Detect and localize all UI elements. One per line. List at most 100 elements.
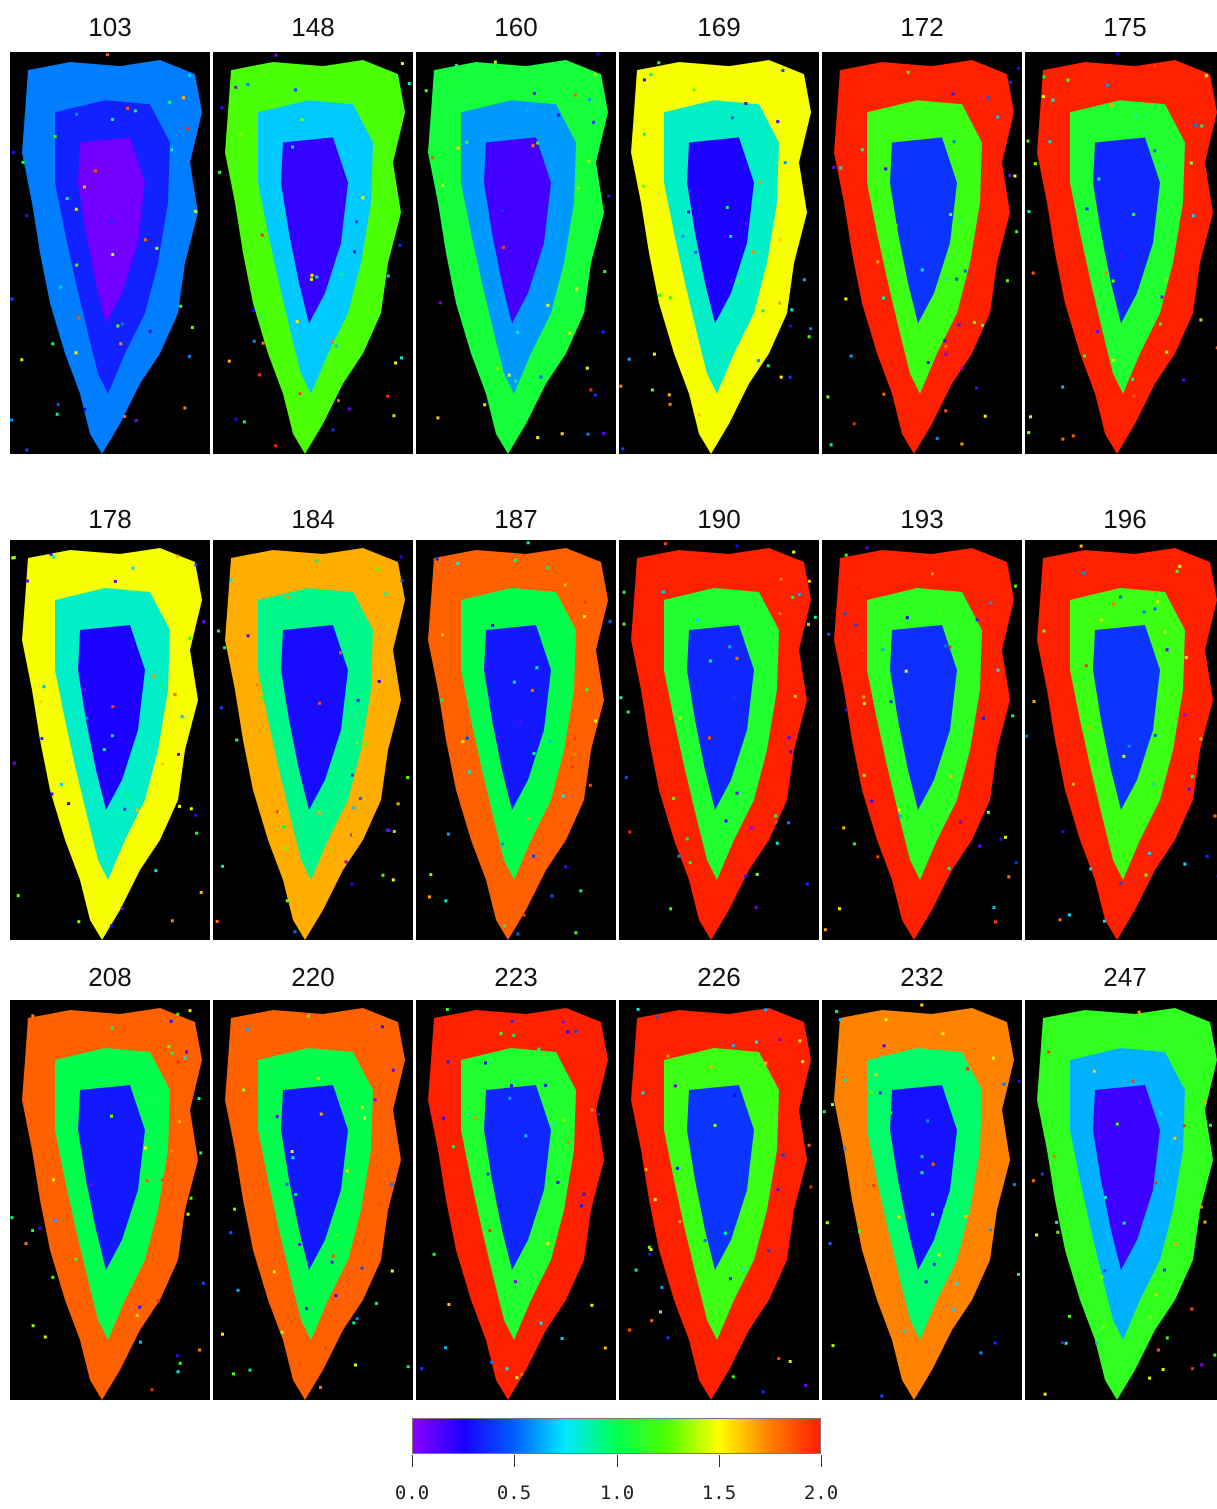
interior-zone [1093, 1085, 1160, 1270]
speckle-pixel [978, 844, 982, 848]
speckle-pixel [1160, 295, 1164, 299]
speckle-pixel [277, 810, 281, 814]
speckle-pixel [524, 1134, 528, 1138]
speckle-pixel [1178, 564, 1182, 568]
speckle-pixel [360, 1266, 364, 1270]
speckle-pixel [596, 52, 600, 56]
speckle-pixel [355, 1317, 359, 1321]
speckle-pixel [284, 846, 288, 850]
speckle-pixel [944, 352, 948, 356]
speckle-pixel [233, 1207, 237, 1211]
speckle-pixel [735, 656, 739, 660]
speckle-pixel [539, 375, 543, 379]
speckle-pixel [1061, 385, 1065, 389]
speckle-pixel [647, 1245, 651, 1249]
speckle-pixel [842, 826, 846, 830]
speckle-pixel [110, 734, 114, 738]
panel-label: 148 [291, 12, 335, 42]
speckle-pixel [657, 61, 661, 65]
speckle-pixel [628, 830, 632, 834]
speckle-pixel [938, 609, 942, 613]
speckle-pixel [1084, 664, 1088, 668]
speckle-pixel [138, 1305, 142, 1309]
speckle-pixel [427, 895, 431, 899]
speckle-pixel [884, 1018, 888, 1022]
speckle-pixel [587, 159, 591, 163]
speckle-pixel [318, 701, 322, 705]
speckle-pixel [94, 169, 97, 173]
speckle-pixel [775, 841, 779, 845]
speckle-pixel [881, 648, 885, 652]
speckle-pixel [1209, 1123, 1212, 1127]
map-image [823, 546, 1018, 940]
speckle-pixel [944, 345, 948, 349]
speckle-pixel [642, 132, 646, 136]
speckle-pixel [751, 250, 755, 254]
speckle-pixel [242, 1088, 246, 1092]
speckle-pixel [619, 696, 623, 700]
speckle-pixel [861, 585, 865, 589]
speckle-pixel [245, 1028, 249, 1032]
speckle-pixel [573, 93, 577, 97]
speckle-pixel [94, 1159, 98, 1163]
speckle-pixel [1187, 787, 1191, 791]
speckle-pixel [178, 1361, 182, 1365]
speckle-pixel [350, 882, 354, 886]
speckle-pixel [681, 234, 685, 238]
speckle-pixel [512, 1033, 516, 1037]
speckle-pixel [1041, 95, 1045, 99]
speckle-pixel [641, 1091, 645, 1095]
panel-label: 178 [88, 504, 132, 534]
speckle-pixel [926, 361, 930, 365]
speckle-pixel [802, 278, 806, 282]
speckle-pixel [628, 1328, 632, 1332]
speckle-pixel [374, 1301, 378, 1305]
speckle-pixel [537, 1047, 541, 1051]
map-image [826, 60, 1020, 454]
speckle-pixel [398, 243, 402, 247]
speckle-pixel [380, 1025, 384, 1029]
speckle-pixel [593, 73, 597, 77]
speckle-pixel [331, 1254, 335, 1258]
speckle-pixel [601, 330, 605, 334]
interior-zone [687, 625, 754, 810]
speckle-pixel [339, 273, 343, 277]
speckle-pixel [1061, 1341, 1064, 1345]
panel-label: 226 [697, 962, 741, 992]
speckle-pixel [931, 791, 935, 794]
speckle-pixel [16, 894, 20, 898]
speckle-pixel [729, 1277, 732, 1281]
speckle-pixel [1203, 1220, 1207, 1224]
speckle-pixel [735, 1225, 739, 1229]
speckle-pixel [852, 842, 856, 846]
speckle-pixel [60, 783, 63, 786]
speckle-pixel [26, 579, 29, 583]
speckle-pixel [561, 1020, 565, 1024]
speckle-pixel [952, 140, 956, 144]
speckle-pixel [872, 1183, 876, 1187]
colorbar-tick-label: 0.0 [394, 1482, 430, 1504]
speckle-pixel [1191, 1367, 1194, 1371]
speckle-pixel [831, 1344, 835, 1348]
speckle-pixel [1066, 78, 1070, 82]
speckle-pixel [943, 339, 947, 343]
speckle-pixel [1174, 1242, 1178, 1246]
speckle-pixel [1156, 600, 1160, 604]
speckle-pixel [708, 736, 711, 740]
panel-label: 172 [900, 12, 944, 42]
speckle-pixel [807, 335, 811, 339]
speckle-pixel [781, 68, 785, 72]
speckle-pixel [986, 810, 990, 814]
speckle-pixel [144, 1146, 147, 1150]
speckle-pixel [1203, 1100, 1207, 1104]
speckle-pixel [574, 1029, 578, 1033]
speckle-pixel [1111, 358, 1115, 362]
speckle-pixel [444, 1346, 448, 1350]
speckle-pixel [10, 1216, 14, 1220]
speckle-pixel [387, 829, 391, 833]
speckle-pixel [25, 213, 29, 217]
speckle-pixel [530, 688, 534, 692]
speckle-pixel [1061, 437, 1065, 441]
speckle-pixel [77, 920, 81, 924]
speckle-pixel [456, 562, 460, 565]
